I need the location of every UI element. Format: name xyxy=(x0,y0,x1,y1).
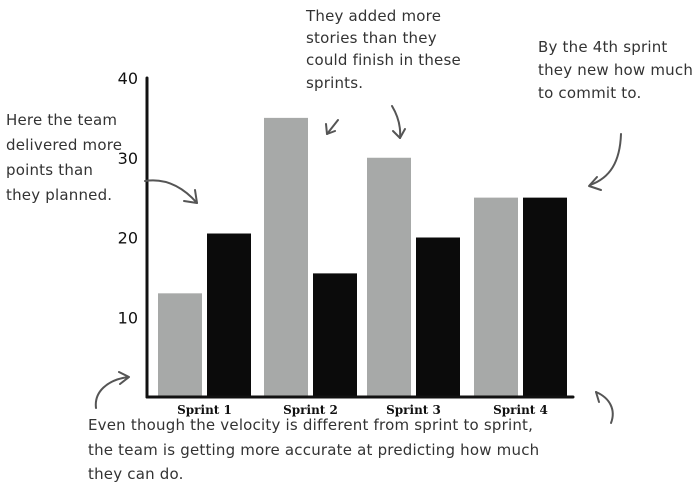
y-tick-label: 30 xyxy=(118,149,138,168)
y-tick-label: 40 xyxy=(118,69,138,88)
x-tick-label: Sprint 3 xyxy=(386,403,441,417)
arrow-summary-left-icon xyxy=(94,376,129,409)
annotation-summary: Even though the velocity is different fr… xyxy=(88,416,544,483)
bar-sprint-4-gray xyxy=(474,197,518,397)
arrow-summary-right-icon xyxy=(595,391,614,424)
arrow-to-sprint2-head-icon xyxy=(325,123,336,135)
annotation-planned-more-line-1: Here the team xyxy=(6,111,117,129)
annotations-layer: Here the team delivered more points than… xyxy=(6,7,692,483)
arrow-to-sprint2-icon xyxy=(326,119,339,135)
arrows-layer xyxy=(94,105,622,424)
ticks-layer: Sprint 1 Sprint 2 Sprint 3 Sprint 4 10 20 30 40 xyxy=(118,69,548,417)
arrow-to-sprint4-head-icon xyxy=(588,176,602,191)
annotation-added-more-line-4: sprints. xyxy=(306,74,363,92)
annotation-fourth-sprint: By the 4th sprint they new how much to c… xyxy=(538,38,692,102)
bar-sprint-2-black xyxy=(313,273,357,397)
arrow-to-sprint1-head-icon xyxy=(183,189,198,204)
annotation-planned-more-line-4: they planned. xyxy=(6,186,112,204)
x-tick-label: Sprint 4 xyxy=(493,403,548,417)
bars-layer xyxy=(158,117,567,397)
annotation-added-more-line-2: stories than they xyxy=(306,29,437,47)
annotation-planned-more-line-3: points than xyxy=(6,161,93,179)
bar-sprint-3-black xyxy=(416,237,460,397)
bar-sprint-2-gray xyxy=(264,117,308,397)
y-tick-label: 20 xyxy=(118,229,138,248)
arrow-to-sprint4-icon xyxy=(589,133,622,186)
arrow-to-sprint1-icon xyxy=(144,179,198,204)
bar-sprint-1-black xyxy=(207,233,251,397)
annotation-fourth-sprint-line-2: they new how much xyxy=(538,61,692,79)
x-tick-label: Sprint 1 xyxy=(177,403,232,417)
annotation-planned-more: Here the team delivered more points than… xyxy=(6,111,127,204)
arrow-to-sprint3-head-icon xyxy=(392,128,406,139)
bar-sprint-1-gray xyxy=(158,293,202,397)
annotation-fourth-sprint-line-3: to commit to. xyxy=(538,84,641,102)
x-tick-label: Sprint 2 xyxy=(283,403,338,417)
bar-sprint-4-black xyxy=(523,197,567,397)
annotation-summary-line-3: they can do. xyxy=(88,465,184,483)
annotation-summary-line-2: the team is getting more accurate at pre… xyxy=(88,441,539,459)
arrow-to-sprint3-icon xyxy=(391,105,402,139)
arrow-summary-right-head-icon xyxy=(595,391,600,403)
annotation-fourth-sprint-line-1: By the 4th sprint xyxy=(538,38,667,56)
arrow-summary-left-head-icon xyxy=(118,371,130,385)
annotation-added-more-line-3: could finish in these xyxy=(306,51,461,69)
annotation-added-more: They added more stories than they could … xyxy=(305,7,466,92)
y-tick-label: 10 xyxy=(118,308,138,327)
annotation-planned-more-line-2: delivered more xyxy=(6,136,122,154)
annotation-summary-line-1: Even though the velocity is different fr… xyxy=(88,416,533,434)
bar-sprint-3-gray xyxy=(367,157,411,397)
annotation-added-more-line-1: They added more xyxy=(305,7,441,25)
